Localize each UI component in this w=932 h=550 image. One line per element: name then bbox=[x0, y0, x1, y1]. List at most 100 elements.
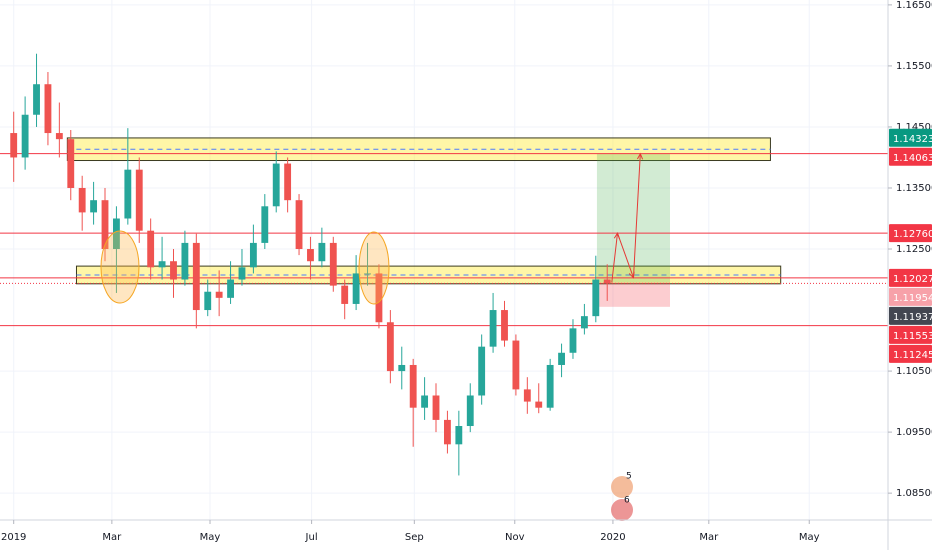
candle-body bbox=[421, 395, 429, 408]
drawings bbox=[0, 137, 888, 327]
price-label-box bbox=[889, 268, 932, 287]
price-label: 1.14323 bbox=[893, 134, 932, 145]
x-tick-label: Nov bbox=[505, 532, 525, 543]
x-tick-label: Sep bbox=[405, 532, 424, 543]
candle-body bbox=[170, 261, 177, 280]
candle-body bbox=[455, 426, 463, 445]
x-tick-label: May bbox=[799, 532, 820, 543]
candle-body bbox=[284, 163, 292, 201]
candle-body bbox=[535, 401, 543, 408]
candle-body bbox=[101, 200, 109, 250]
logo-shape bbox=[611, 476, 633, 498]
price-label: 1.11954 bbox=[893, 293, 932, 304]
price-label: 1.14063 bbox=[893, 153, 932, 164]
candle-body bbox=[10, 133, 18, 158]
candle-body bbox=[375, 273, 383, 323]
candle-body bbox=[204, 291, 212, 311]
highlight-ellipse bbox=[358, 231, 390, 305]
position-target bbox=[596, 153, 670, 283]
x-tick-label: 2020 bbox=[600, 532, 625, 543]
y-tick-label: 1.16500 bbox=[896, 0, 932, 11]
price-label: 1.12027 bbox=[893, 274, 932, 285]
candle-body bbox=[352, 273, 360, 304]
x-tick-label: 2019 bbox=[1, 532, 26, 543]
candle-body bbox=[227, 279, 234, 298]
candle-body bbox=[318, 242, 326, 262]
candle-body bbox=[55, 133, 63, 140]
candle-body bbox=[478, 346, 486, 396]
price-label: 1.11553 bbox=[893, 331, 932, 342]
logo-digit: 5 bbox=[626, 472, 632, 482]
arrow-head bbox=[636, 152, 644, 160]
candle-body bbox=[307, 249, 314, 262]
logo-shape bbox=[611, 499, 633, 521]
price-label: 1.11245 bbox=[893, 350, 932, 361]
candle-body bbox=[523, 389, 531, 402]
price-label-box bbox=[889, 128, 932, 147]
candle-body bbox=[78, 187, 86, 213]
candle-body bbox=[398, 364, 406, 372]
candle-body bbox=[364, 273, 371, 275]
candle-body bbox=[432, 395, 440, 420]
candle-body bbox=[44, 84, 52, 134]
candle-body bbox=[249, 242, 257, 268]
candle-body bbox=[603, 279, 611, 284]
candle-body bbox=[569, 328, 577, 353]
x-tick-label: Jul bbox=[305, 532, 318, 543]
candle-body bbox=[158, 261, 166, 268]
candle-body bbox=[272, 163, 280, 207]
candle-body bbox=[546, 364, 554, 408]
price-label-box bbox=[889, 344, 932, 363]
candle-body bbox=[580, 316, 588, 329]
y-tick-label: 1.15500 bbox=[896, 61, 932, 72]
candle-body bbox=[329, 242, 337, 286]
y-tick-label: 1.08500 bbox=[896, 488, 932, 499]
y-tick-label: 1.10500 bbox=[896, 366, 932, 377]
price-label: 1.12760 bbox=[893, 229, 932, 240]
candle-body bbox=[261, 206, 269, 243]
candle-body bbox=[238, 267, 246, 280]
candle-body bbox=[466, 395, 474, 427]
candle-body bbox=[21, 114, 29, 158]
candle-body bbox=[592, 279, 600, 317]
logo: 5 6 bbox=[611, 472, 633, 521]
x-tick-label: May bbox=[200, 532, 221, 543]
candle-body bbox=[181, 242, 189, 280]
candle-body bbox=[386, 322, 394, 372]
candle-body bbox=[147, 230, 155, 268]
price-label: 1.11937 bbox=[893, 312, 932, 323]
candle-body bbox=[67, 139, 75, 188]
price-label-box bbox=[889, 306, 932, 325]
candle-body bbox=[124, 169, 132, 219]
y-tick-label: 1.14500 bbox=[896, 122, 932, 133]
arrow-path bbox=[611, 153, 641, 283]
candle-body bbox=[409, 364, 417, 408]
y-tick-label: 1.13500 bbox=[896, 183, 932, 194]
x-tick-label: Mar bbox=[102, 532, 122, 543]
candle-body bbox=[558, 352, 565, 365]
price-label-box bbox=[889, 147, 932, 166]
overlay: 5 6 bbox=[100, 230, 633, 521]
logo-digit: 6 bbox=[624, 496, 630, 506]
position-stop bbox=[596, 282, 670, 307]
candle-body bbox=[90, 200, 98, 213]
grid bbox=[0, 0, 888, 520]
arrow-head bbox=[613, 232, 620, 239]
price-label-box bbox=[889, 224, 932, 243]
candle-body bbox=[112, 218, 120, 250]
candle-body bbox=[135, 169, 143, 231]
price-label-box bbox=[889, 287, 932, 306]
candle-body bbox=[341, 285, 349, 304]
arrow-head bbox=[628, 271, 635, 279]
candles bbox=[10, 53, 611, 476]
price-label-box bbox=[889, 325, 932, 344]
candle-body bbox=[444, 419, 451, 445]
candle-body bbox=[489, 310, 497, 347]
candle-body bbox=[501, 310, 508, 341]
candle-body bbox=[33, 84, 40, 115]
highlight-ellipse bbox=[100, 230, 140, 304]
candle-body bbox=[215, 291, 223, 298]
y-tick-label: 1.09500 bbox=[896, 427, 932, 438]
